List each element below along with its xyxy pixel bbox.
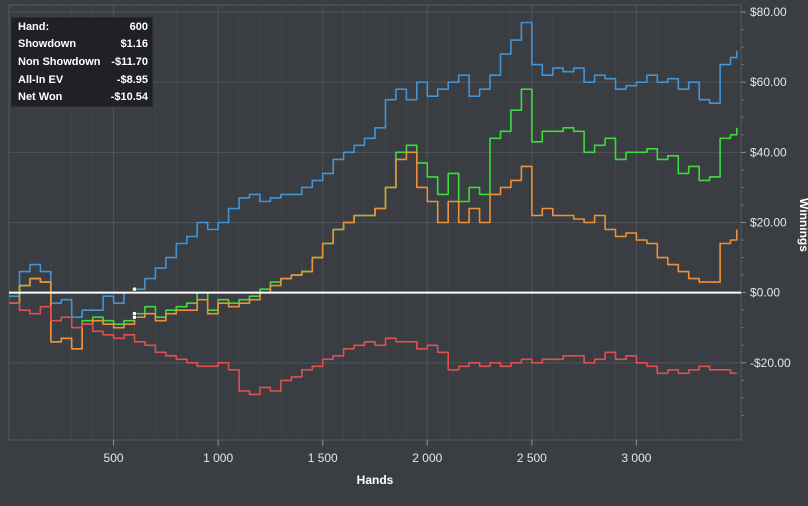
stats-label: Hand:	[18, 20, 50, 33]
stats-row-showdown: Showdown $1.16	[12, 36, 152, 54]
stats-value: -$8.95	[116, 73, 148, 86]
stats-value: $1.16	[120, 38, 148, 51]
x-tick-label: 500	[104, 451, 124, 465]
x-tick-label: 2 500	[517, 451, 547, 465]
x-axis-title: Hands	[357, 473, 394, 487]
stats-value: -$10.54	[110, 91, 148, 104]
y-tick-label: $0.00	[750, 286, 780, 300]
y-tick-label: $60.00	[750, 75, 787, 89]
stats-label: Net Won	[18, 91, 63, 104]
axes: 500 1 000 1 500 2 000 2 500 3 000 $80.00 $60.00…	[104, 5, 808, 487]
stats-value: -$11.70	[111, 55, 148, 68]
y-tick-label: -$20.00	[750, 356, 791, 370]
stats-row-hand: Hand: 600	[12, 18, 152, 36]
stats-row-non-showdown: Non Showdown -$11.70	[12, 53, 152, 71]
hover-markers	[131, 286, 137, 320]
y-tick-label: $40.00	[750, 145, 787, 159]
x-tick-label: 3 000	[621, 451, 651, 465]
series-line-2	[9, 151, 738, 350]
stats-label: All-In EV	[18, 73, 64, 86]
stats-label: Non Showdown	[18, 55, 100, 68]
stats-row-allin-ev: All-In EV -$8.95	[12, 71, 152, 89]
hand-stats-tooltip: Hand: 600 Showdown $1.16 Non Showdown -$…	[11, 17, 153, 107]
stats-value: 600	[129, 20, 148, 33]
hover-marker	[131, 314, 137, 320]
stats-label: Showdown	[18, 38, 77, 51]
y-tick-label: $20.00	[750, 216, 787, 230]
y-tick-label: $80.00	[750, 5, 787, 19]
x-tick-label: 1 000	[203, 451, 233, 465]
stats-row-net-won: Net Won -$10.54	[12, 88, 152, 106]
series-line-3	[9, 302, 737, 396]
y-axis-title: Winnings	[797, 198, 808, 252]
hover-marker	[131, 286, 137, 292]
x-tick-label: 1 500	[308, 451, 338, 465]
x-tick-label: 2 000	[412, 451, 442, 465]
